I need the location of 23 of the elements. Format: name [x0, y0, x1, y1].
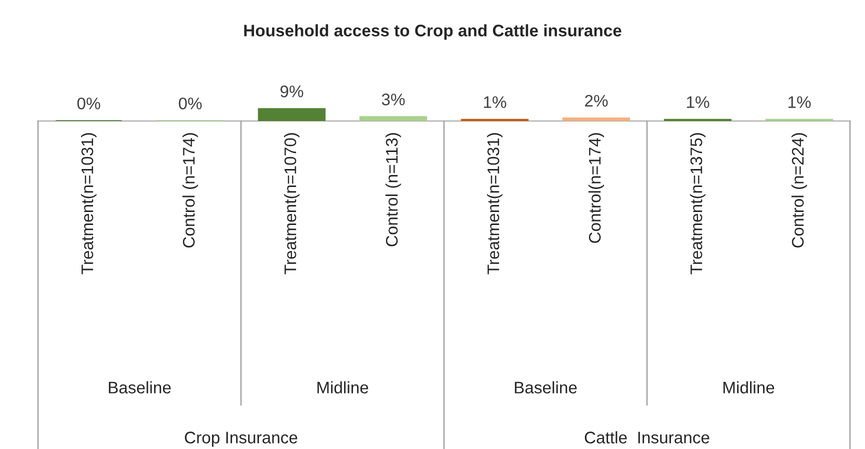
- data-label: 3%: [382, 94, 405, 106]
- data-label: 1%: [484, 96, 506, 108]
- x-tick-label: Treatment(n=1375): [690, 133, 706, 274]
- data-label: 2%: [585, 94, 608, 107]
- x-tick-label: Treatment(n=1031): [80, 133, 97, 274]
- data-label: 9%: [280, 86, 304, 98]
- x-tick-label: Control(n=174): [588, 133, 604, 243]
- chart-title: Household access to Crop and Cattle insurance: [244, 24, 622, 40]
- x-tick-label: Control (n=224): [791, 133, 808, 248]
- data-label: 1%: [788, 96, 811, 108]
- data-label: 0%: [178, 98, 202, 110]
- data-label: 0%: [77, 98, 100, 110]
- x-tick-label: Treatment(n=1031): [486, 133, 503, 274]
- x-tick-label: Treatment(n=1070): [284, 133, 300, 274]
- text: Baseline: [514, 381, 577, 394]
- x-tick-label: Control (n=113): [385, 133, 402, 246]
- data-label: 1%: [686, 96, 710, 108]
- text: Baseline: [108, 381, 171, 394]
- text: Midline: [317, 381, 368, 394]
- text: Midline: [723, 381, 774, 394]
- text: Cattle Insurance: [584, 431, 710, 444]
- text: Crop Insurance: [184, 432, 298, 447]
- x-tick-label: Control (n=174): [182, 133, 198, 248]
